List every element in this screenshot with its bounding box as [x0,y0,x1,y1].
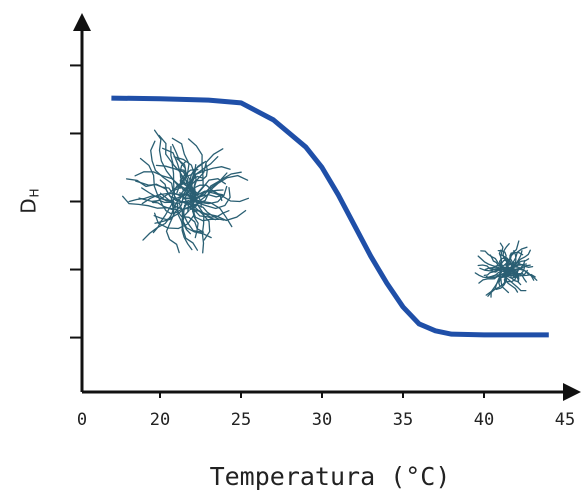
micelle-strand [487,275,508,297]
x-tick-label: 30 [312,410,332,430]
origin-label: 0 [77,410,87,430]
x-tick-label: 45 [555,410,575,430]
micelle-strand [128,195,175,203]
micelle-strand [478,273,509,284]
micelle-strand [176,202,205,233]
micelle-strand [188,160,207,197]
micelle-strand [179,160,194,189]
micelle-strand [193,196,205,254]
micelle-illustrations [122,129,538,298]
micelle-strand [173,156,196,203]
micelle-strand [179,175,204,199]
micelle-strand [194,174,249,206]
micelle-strand [506,251,524,269]
micelle-strand [142,198,180,241]
micelle-strand [474,272,502,279]
micelle-strand [154,189,190,224]
micelle-strand [196,190,250,203]
y-label-main: D [17,198,41,213]
micelle-strand [187,194,225,213]
micelle-strand [184,187,217,221]
micelle-strand [178,199,220,222]
micelle-strand [153,129,181,189]
micelle-strand [189,148,224,202]
data-line [111,95,549,338]
micelle-strand [158,134,175,196]
micelle-strand [489,254,505,270]
x-tick-label: 40 [474,410,494,430]
micelle-strand [135,180,174,195]
micelle-strand [504,272,524,279]
x-tick-label: 20 [150,410,170,430]
micelle-strand [506,258,530,265]
x-tick-label: 25 [231,410,251,430]
micelle-strand [508,268,538,281]
micelle-strand [183,207,247,222]
micelle-strand [187,187,231,210]
y-axis-title: D H [17,188,42,213]
micelle-strand [479,267,511,276]
micelle-strand [151,201,182,215]
micelle-strand [138,188,175,203]
micelle-strand [174,172,228,199]
micelle-strand [477,255,502,269]
x-axis-title: Temperatura (°C) [210,462,451,491]
y-label-subscript: H [28,188,42,197]
micelle-strand [181,202,212,239]
micelle-strand [122,195,178,211]
micelle-strand [498,267,503,287]
micelle-strand [505,262,520,275]
micelle-strand [187,138,204,196]
micelle-strand [510,265,534,277]
micelle-strand [150,140,175,194]
micelle-strand [502,243,510,266]
x-tick-label: 35 [393,410,413,430]
micelle-strand [155,164,189,197]
